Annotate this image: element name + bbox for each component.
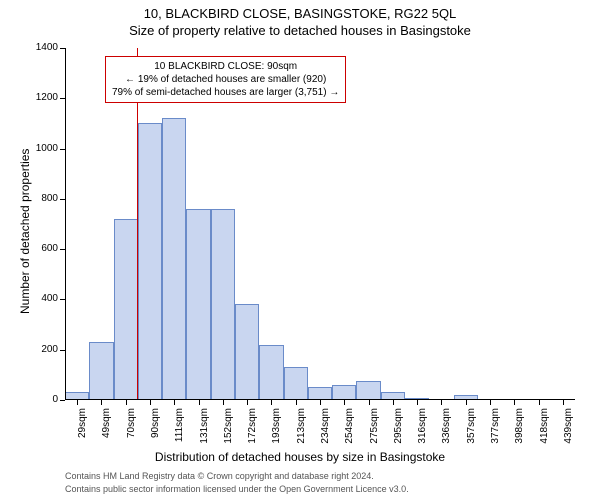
x-tick xyxy=(126,400,127,405)
y-tick-label: 1400 xyxy=(20,42,58,53)
bar xyxy=(89,342,113,400)
y-tick xyxy=(60,400,65,401)
bar xyxy=(332,385,356,400)
x-tick xyxy=(393,400,394,405)
x-tick xyxy=(271,400,272,405)
x-tick xyxy=(539,400,540,405)
x-tick xyxy=(150,400,151,405)
x-tick xyxy=(369,400,370,405)
bar xyxy=(114,219,138,400)
bar xyxy=(211,209,235,400)
y-tick xyxy=(60,249,65,250)
x-tick xyxy=(490,400,491,405)
y-tick xyxy=(60,149,65,150)
bar xyxy=(259,345,283,400)
y-axis-label: Number of detached properties xyxy=(18,149,32,314)
footer-attribution: Contains HM Land Registry data © Crown c… xyxy=(65,470,409,495)
x-tick xyxy=(247,400,248,405)
x-tick xyxy=(296,400,297,405)
y-tick xyxy=(60,98,65,99)
y-tick xyxy=(60,199,65,200)
x-tick xyxy=(514,400,515,405)
x-tick xyxy=(466,400,467,405)
bar xyxy=(356,381,380,400)
x-tick xyxy=(344,400,345,405)
y-tick xyxy=(60,299,65,300)
footer-line-1: Contains HM Land Registry data © Crown c… xyxy=(65,470,409,483)
annotation-line-3: 79% of semi-detached houses are larger (… xyxy=(112,86,339,99)
y-tick-label: 1200 xyxy=(20,92,58,103)
annotation-box: 10 BLACKBIRD CLOSE: 90sqm ← 19% of detac… xyxy=(105,56,346,103)
y-tick xyxy=(60,350,65,351)
x-tick xyxy=(223,400,224,405)
x-tick xyxy=(101,400,102,405)
bar xyxy=(284,367,308,400)
bar xyxy=(235,304,259,400)
x-tick xyxy=(199,400,200,405)
footer-line-2: Contains public sector information licen… xyxy=(65,483,409,496)
page-subtitle: Size of property relative to detached ho… xyxy=(0,21,600,38)
page-title: 10, BLACKBIRD CLOSE, BASINGSTOKE, RG22 5… xyxy=(0,0,600,21)
x-tick xyxy=(174,400,175,405)
x-axis-label: Distribution of detached houses by size … xyxy=(0,450,600,464)
y-tick-label: 0 xyxy=(20,394,58,405)
bar xyxy=(186,209,210,400)
x-tick xyxy=(77,400,78,405)
bar xyxy=(162,118,186,400)
bar xyxy=(138,123,162,400)
y-tick xyxy=(60,48,65,49)
annotation-line-1: 10 BLACKBIRD CLOSE: 90sqm xyxy=(112,60,339,73)
x-tick xyxy=(417,400,418,405)
y-axis xyxy=(65,48,66,400)
x-tick xyxy=(320,400,321,405)
y-tick-label: 200 xyxy=(20,344,58,355)
x-tick xyxy=(563,400,564,405)
x-tick xyxy=(441,400,442,405)
annotation-line-2: ← 19% of detached houses are smaller (92… xyxy=(112,73,339,86)
